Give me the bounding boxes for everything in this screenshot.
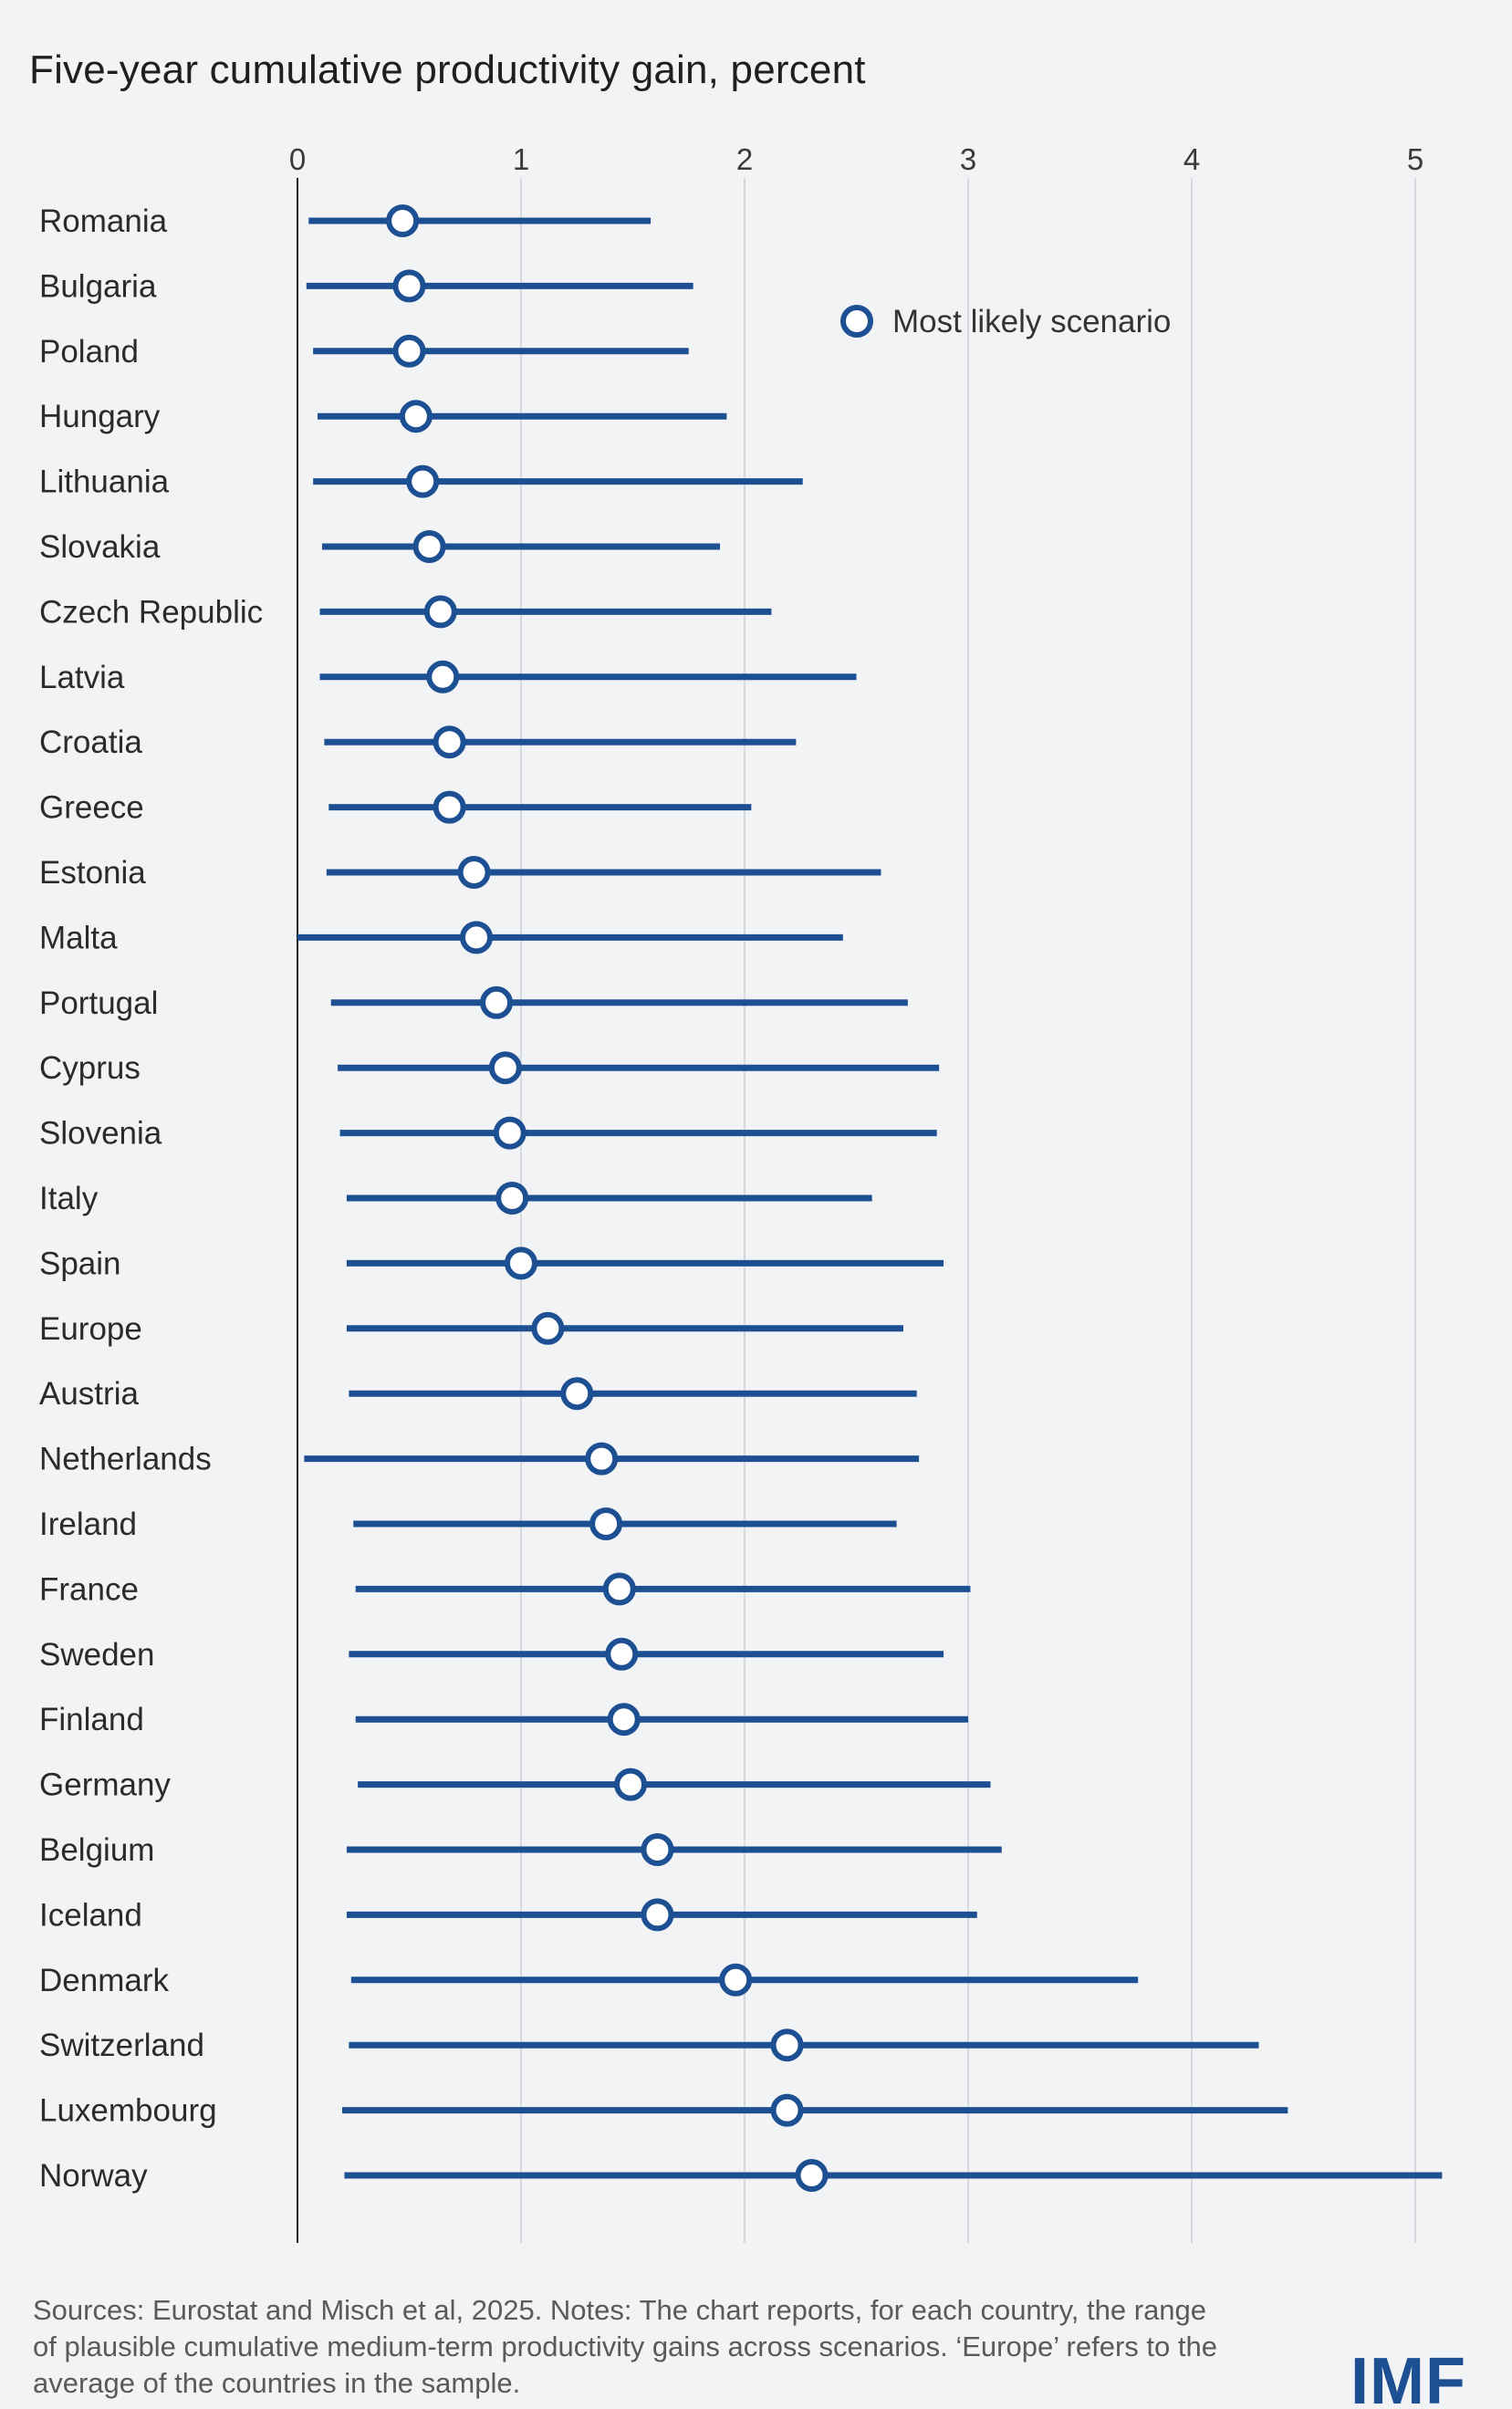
country-label: Latvia (39, 660, 125, 695)
country-label: Hungary (39, 399, 161, 434)
x-tick-label: 4 (1184, 142, 1200, 176)
most-likely-marker (412, 530, 446, 563)
country-label: Belgium (39, 1832, 154, 1868)
country-label: Germany (39, 1768, 171, 1803)
country-label: Ireland (39, 1507, 137, 1542)
country-label: Europe (39, 1311, 142, 1347)
country-label: Malta (39, 920, 118, 955)
country-label: Italy (39, 1181, 99, 1216)
imf-logo: IMF (1350, 2345, 1466, 2409)
chart-plot: 0 1 2 3 4 5 Romania Bulgaria Poland Hungary Lithu… (39, 142, 1443, 2243)
most-likely-marker (605, 1637, 639, 1671)
grid-layer (520, 178, 1416, 2243)
country-label: Denmark (39, 1963, 169, 1998)
country-label: Cyprus (39, 1050, 141, 1086)
most-likely-marker (399, 400, 433, 433)
most-likely-marker (480, 986, 514, 1019)
most-likely-marker (641, 1898, 674, 1932)
country-label: Croatia (39, 725, 142, 760)
country-label: Iceland (39, 1897, 142, 1933)
most-likely-marker (386, 204, 420, 237)
country-label: Lithuania (39, 464, 170, 500)
most-likely-marker (426, 660, 460, 694)
x-tick-label: 1 (513, 142, 529, 176)
country-label: France (39, 1571, 139, 1607)
country-label: Poland (39, 334, 139, 370)
country-label: Czech Republic (39, 594, 263, 630)
country-label: Norway (39, 2158, 148, 2194)
country-label: Romania (39, 203, 168, 239)
x-tick-label: 2 (736, 142, 753, 176)
most-likely-marker (392, 334, 426, 368)
footer-note: Sources: Eurostat and Misch et al, 2025.… (33, 2294, 1217, 2399)
legend-label: Most likely scenario (892, 304, 1171, 339)
most-likely-marker (495, 1182, 529, 1215)
most-likely-marker (795, 2159, 829, 2192)
most-likely-marker (602, 1572, 636, 1606)
most-likely-marker (460, 921, 493, 954)
country-label: Switzerland (39, 2028, 204, 2063)
country-label: Netherlands (39, 1442, 212, 1477)
most-likely-marker (433, 790, 466, 824)
most-likely-marker (488, 1051, 522, 1085)
most-likely-marker (392, 269, 426, 303)
legend: Most likely scenario (840, 304, 1171, 339)
most-likely-marker (406, 464, 440, 498)
most-likely-marker (607, 1703, 641, 1736)
most-likely-marker (505, 1246, 537, 1280)
country-label: Spain (39, 1246, 121, 1281)
range-bars (297, 204, 1443, 2192)
country-label: Estonia (39, 855, 146, 891)
country-labels: Romania Bulgaria Poland Hungary Lithuania Slo… (39, 203, 263, 2194)
country-label: Luxembourg (39, 2093, 217, 2129)
x-tick-label: 5 (1407, 142, 1423, 176)
most-likely-marker (770, 2028, 804, 2062)
most-likely-marker (719, 1963, 753, 1997)
country-label: Austria (39, 1376, 139, 1412)
most-likely-marker (589, 1507, 623, 1540)
country-label: Slovenia (39, 1116, 162, 1152)
country-label: Finland (39, 1702, 144, 1737)
most-likely-marker (457, 856, 491, 889)
most-likely-marker (641, 1833, 674, 1866)
most-likely-marker (531, 1311, 565, 1345)
legend-marker (840, 305, 873, 338)
country-label: Bulgaria (39, 268, 157, 304)
country-label: Sweden (39, 1637, 154, 1673)
most-likely-marker (433, 725, 466, 759)
country-label: Slovakia (39, 529, 161, 565)
most-likely-marker (493, 1116, 527, 1150)
most-likely-marker (770, 2093, 804, 2127)
most-likely-marker (423, 595, 457, 629)
most-likely-marker (560, 1377, 594, 1411)
most-likely-marker (614, 1768, 648, 1801)
most-likely-marker (585, 1442, 619, 1476)
country-label: Portugal (39, 986, 158, 1021)
x-tick-labels: 0 1 2 3 4 5 (289, 142, 1423, 176)
x-tick-label: 0 (289, 142, 306, 176)
x-tick-label: 3 (960, 142, 976, 176)
chart-title: Five-year cumulative productivity gain, … (29, 47, 866, 92)
country-label: Greece (39, 790, 144, 826)
